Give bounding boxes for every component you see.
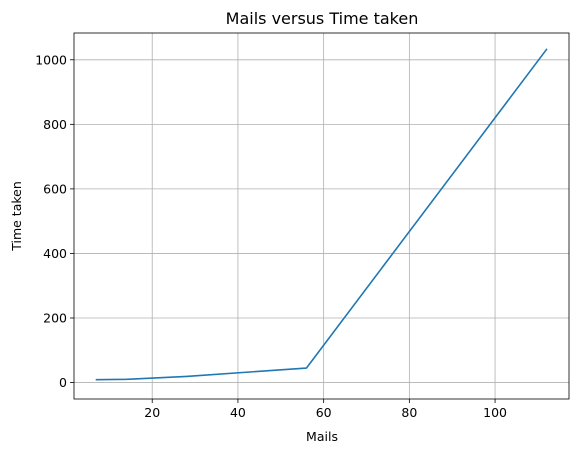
x-axis-label: Mails [306, 429, 338, 444]
x-tick-label: 60 [316, 405, 332, 420]
y-tick-label: 400 [43, 246, 67, 261]
x-tick-label: 40 [230, 405, 246, 420]
chart-title: Mails versus Time taken [226, 9, 419, 28]
plot-frame [73, 32, 570, 400]
y-tick-label: 0 [59, 375, 67, 390]
y-axis-label: Time taken [9, 181, 24, 252]
series-line [95, 48, 548, 381]
y-tick-label: 800 [43, 117, 67, 132]
grid [74, 33, 569, 399]
y-tick-label: 1000 [35, 52, 67, 67]
x-axis: 20 40 60 80 100 [144, 399, 507, 420]
x-tick-label: 80 [401, 405, 417, 420]
series-layer [95, 48, 548, 381]
y-axis: 0 200 400 600 800 1000 [35, 52, 74, 390]
y-tick-label: 600 [43, 181, 67, 196]
x-tick-label: 100 [483, 405, 507, 420]
x-tick-label: 20 [144, 405, 160, 420]
y-tick-label: 200 [43, 310, 67, 325]
